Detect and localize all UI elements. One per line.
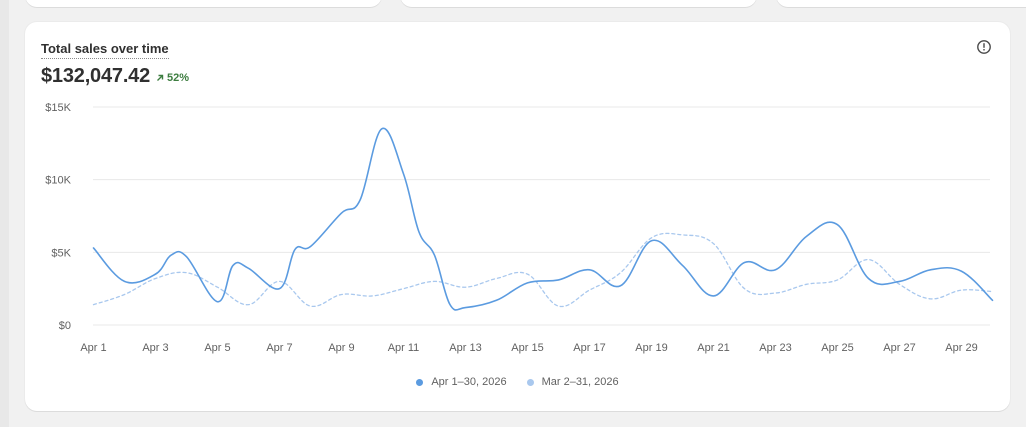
card-title[interactable]: Total sales over time: [41, 41, 169, 59]
x-tick-label: Apr 3: [142, 342, 168, 354]
series-line-previous: [92, 232, 994, 308]
total-sales-value: $132,047.42: [41, 65, 151, 87]
series-line-current: [92, 127, 994, 311]
y-tick-label: $10K: [45, 175, 71, 187]
legend-label-previous: Mar 2–31, 2026: [541, 376, 619, 388]
y-tick-label: $0: [59, 320, 71, 332]
legend-item-current[interactable]: Apr 1–30, 2026: [416, 376, 507, 388]
page-left-strip: [0, 0, 9, 427]
x-tick-label: Apr 15: [511, 342, 543, 354]
sales-chart-card: Total sales over time $132,047.42 52% $0…: [25, 22, 1010, 411]
x-tick-label: Apr 25: [821, 342, 853, 354]
top-card-2: [400, 0, 757, 7]
x-tick-label: Apr 29: [945, 342, 977, 354]
x-tick-label: Apr 11: [388, 342, 420, 354]
x-tick-label: Apr 19: [635, 342, 667, 354]
x-tick-label: Apr 9: [328, 342, 354, 354]
y-tick-label: $15K: [45, 102, 71, 114]
top-card-3: [776, 0, 1026, 7]
change-value: 52%: [167, 72, 190, 84]
x-tick-label: Apr 27: [883, 342, 915, 354]
x-tick-label: Apr 5: [204, 342, 230, 354]
y-tick-label: $5K: [51, 247, 71, 259]
top-card-1: [25, 0, 382, 7]
arrow-up-right-icon: [157, 74, 164, 81]
sales-line-chart: $0 $5K $10K $15K Apr 1 Apr 3 Apr 5 Apr 7 Apr 9 Ap…: [45, 102, 994, 354]
total-sales: $132,047.42 52%: [41, 65, 189, 88]
change-badge: 52%: [156, 72, 189, 84]
x-tick-label: Apr 17: [573, 342, 605, 354]
x-tick-label: Apr 1: [80, 342, 106, 354]
legend-dot-previous: [526, 378, 534, 386]
x-tick-label: Apr 23: [759, 342, 791, 354]
legend-dot-current: [416, 378, 424, 386]
chart-legend: Apr 1–30, 2026 Mar 2–31, 2026: [25, 376, 1010, 388]
x-tick-label: Apr 7: [266, 342, 292, 354]
legend-item-previous[interactable]: Mar 2–31, 2026: [526, 376, 619, 388]
x-tick-label: Apr 13: [449, 342, 481, 354]
x-tick-label: Apr 21: [697, 342, 729, 354]
legend-label-current: Apr 1–30, 2026: [431, 376, 507, 388]
info-circle-icon[interactable]: [976, 39, 992, 55]
